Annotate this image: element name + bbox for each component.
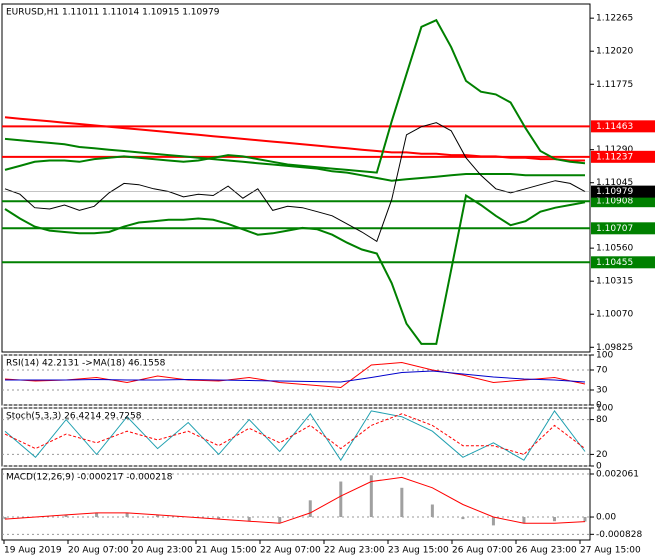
level-label: 1.11237 [596,152,633,162]
y-tick-label: -0.000828 [596,530,642,540]
y-tick-label: 0.002061 [596,469,639,479]
histogram-bar [583,517,587,522]
y-tick-label: 1.11290 [596,145,633,155]
series-line [4,116,585,162]
y-tick-label: 0 [596,401,602,411]
level-label: 1.11463 [596,122,633,132]
x-tick-label: 22 Aug 23:00 [324,546,385,556]
histogram-bar [552,517,556,522]
series-line [5,370,586,383]
x-tick-label: 21 Aug 15:00 [196,546,257,556]
series-line [4,413,586,455]
histogram-bar [95,512,99,518]
y-tick-label: 1.11775 [596,80,633,90]
histogram-bar [64,514,68,518]
histogram-bar [369,475,373,518]
x-tick-label: 20 Aug 07:00 [68,546,129,556]
histogram-bar [3,517,7,520]
x-tick-label: 20 Aug 23:00 [132,546,193,556]
panel-frame [1,468,591,541]
histogram-bar [430,504,434,518]
y-tick-label: 20 [596,450,608,460]
panel-frame [1,407,591,467]
y-tick-label: 1.10315 [596,277,633,287]
histogram-bar [522,517,526,524]
histogram-bar [156,514,160,518]
x-tick-label: 22 Aug 07:00 [260,546,321,556]
x-tick-label: 19 Aug 2019 [4,546,62,556]
y-tick-label: 70 [596,366,608,376]
panel-frame [1,354,591,406]
histogram-bar [339,481,343,518]
histogram-bar [278,517,282,524]
y-tick-label: 1.10070 [596,310,633,320]
histogram-bar [217,517,221,520]
y-tick-label: 100 [596,404,613,414]
histogram-bar [247,517,251,522]
level-box [591,150,655,163]
current-price-box [591,185,655,198]
series-line [4,476,586,524]
x-tick-label: 23 Aug 15:00 [388,546,449,556]
panel-title: Stoch(5,3,3) 26.4214 29.7258 [6,412,142,422]
level-box [591,222,655,235]
y-tick-label: 1.09825 [596,343,633,353]
x-tick-label: 26 Aug 07:00 [452,546,513,556]
y-tick-label: 1.11045 [596,178,633,188]
series-line [4,122,586,243]
histogram-bar [461,517,465,520]
histogram-bar [400,487,404,518]
y-tick-label: 1.10560 [596,244,633,254]
y-tick-label: 30 [596,386,608,396]
level-box [591,256,655,269]
y-tick-label: 100 [596,351,613,361]
x-tick-label: 27 Aug 15:00 [580,546,641,556]
series-line [4,361,586,389]
series-line [4,137,585,182]
panel-title: RSI(14) 42.2131 ->MA(18) 46.1558 [6,359,166,369]
series-line [4,18,586,174]
histogram-bar [125,512,129,518]
panel-title: EURUSD,H1 1.11011 1.11014 1.10915 1.1097… [6,8,220,18]
y-tick-label: 1.12020 [596,47,633,57]
series-line [4,193,586,345]
y-tick-label: 1.12265 [596,14,633,24]
x-tick-label: 26 Aug 23:00 [516,546,577,556]
histogram-bar [308,500,312,518]
level-box [591,195,655,208]
panel-frame [1,3,591,353]
level-box [591,120,655,133]
y-tick-label: 80 [596,415,608,425]
level-label: 1.10908 [596,197,633,207]
level-label: 1.10707 [596,224,633,234]
panel-title: MACD(12,26,9) -0.000217 -0.000218 [6,473,173,483]
current-price-label: 1.10979 [596,187,633,197]
histogram-bar [491,517,495,526]
y-tick-label: 0 [596,462,602,472]
level-label: 1.10455 [596,258,633,268]
y-tick-label: 0.00 [596,513,616,523]
